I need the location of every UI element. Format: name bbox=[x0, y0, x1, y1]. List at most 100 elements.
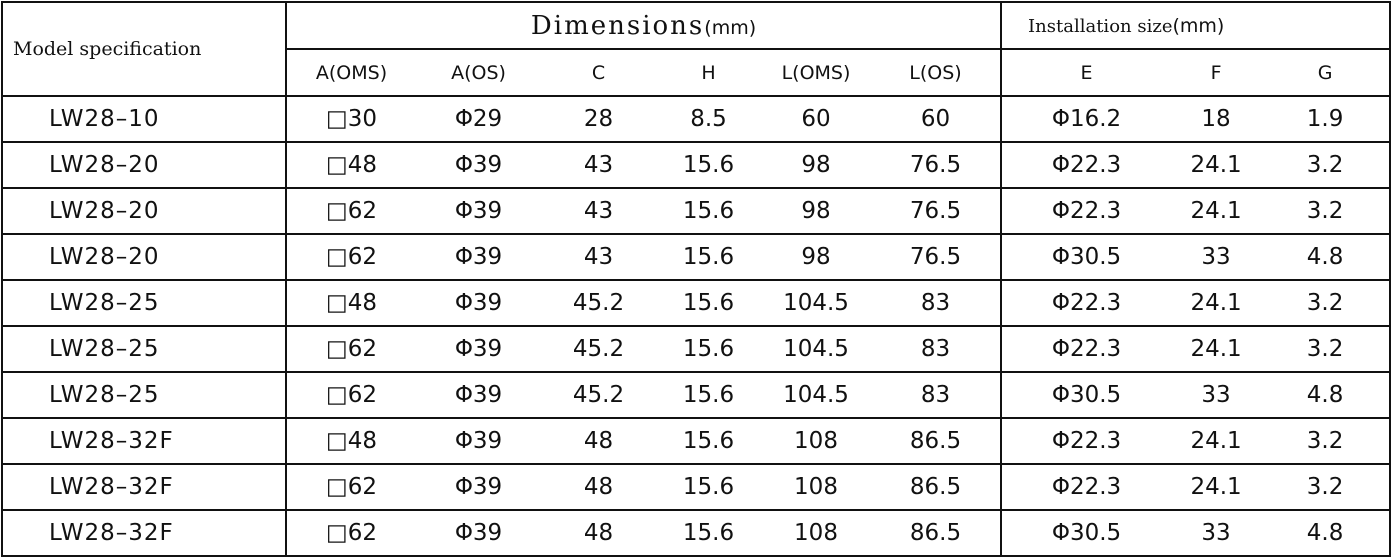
value-cell: 45.2 bbox=[541, 371, 656, 419]
value-cell: □48 bbox=[286, 141, 416, 189]
value-cell: 48 bbox=[541, 509, 656, 557]
value-cell: 15.6 bbox=[656, 417, 761, 465]
value-cell: 3.2 bbox=[1261, 187, 1392, 235]
value-cell: 86.5 bbox=[871, 509, 1003, 557]
value-cell: 24.1 bbox=[1171, 141, 1262, 189]
value-cell: 3.2 bbox=[1261, 325, 1392, 373]
value-cell: 76.5 bbox=[871, 187, 1003, 235]
value-cell: 108 bbox=[761, 463, 871, 511]
value-cell: 8.5 bbox=[656, 95, 761, 143]
value-cell: 76.5 bbox=[871, 233, 1003, 281]
value-cell: Φ30.5 bbox=[1001, 509, 1172, 557]
subheader-row: A(OMS) A(OS) C H L(OMS) L(OS) E F G bbox=[2, 48, 1392, 97]
column-header: L(OS) bbox=[871, 48, 1003, 97]
table-row: LW28–10 □30 Φ29 28 8.5 60 60 Φ16.2 18 1.9 bbox=[1, 95, 1392, 143]
value-cell: Φ22.3 bbox=[1001, 141, 1172, 189]
table-row: LW28–20 □48 Φ39 43 15.6 98 76.5 Φ22.3 24.1 3.2 bbox=[1, 141, 1392, 189]
dimensions-title: Dimensions bbox=[530, 10, 705, 41]
value-cell: □62 bbox=[286, 463, 416, 511]
value-cell: 86.5 bbox=[871, 463, 1003, 511]
value-cell: 45.2 bbox=[541, 279, 656, 327]
value-cell: Φ39 bbox=[416, 325, 541, 373]
value-cell: 98 bbox=[761, 187, 871, 235]
value-cell: 43 bbox=[541, 233, 656, 281]
value-cell: 24.1 bbox=[1171, 279, 1262, 327]
value-cell: 4.8 bbox=[1261, 509, 1392, 557]
value-cell: 98 bbox=[761, 233, 871, 281]
installation-unit: (mm) bbox=[1172, 14, 1225, 37]
value-cell: Φ39 bbox=[416, 463, 541, 511]
value-cell: Φ39 bbox=[416, 279, 541, 327]
table-row: LW28–32F □62 Φ39 48 15.6 108 86.5 Φ30.5 33 4.8 bbox=[1, 509, 1392, 557]
value-cell: 43 bbox=[541, 141, 656, 189]
value-cell: 108 bbox=[761, 417, 871, 465]
value-cell: 48 bbox=[541, 417, 656, 465]
value-cell: 15.6 bbox=[656, 509, 761, 557]
value-cell: 18 bbox=[1171, 95, 1262, 143]
value-cell: 3.2 bbox=[1261, 463, 1392, 511]
value-cell: 3.2 bbox=[1261, 417, 1392, 465]
value-cell: Φ39 bbox=[416, 417, 541, 465]
value-cell: 15.6 bbox=[656, 371, 761, 419]
column-header: H bbox=[656, 48, 761, 97]
value-cell: Φ39 bbox=[416, 141, 541, 189]
value-cell: 4.8 bbox=[1261, 371, 1392, 419]
value-cell: 48 bbox=[541, 463, 656, 511]
value-cell: 76.5 bbox=[871, 141, 1003, 189]
table-row: LW28–25 □48 Φ39 45.2 15.6 104.5 83 Φ22.3 24.1 3.2 bbox=[1, 279, 1392, 327]
model-cell: LW28–25 bbox=[1, 325, 287, 373]
model-cell: LW28–25 bbox=[1, 279, 287, 327]
column-header: A(OS) bbox=[416, 48, 541, 97]
column-header: G bbox=[1261, 48, 1392, 97]
model-cell: LW28–20 bbox=[1, 187, 287, 235]
column-header: L(OMS) bbox=[761, 48, 871, 97]
value-cell: 15.6 bbox=[656, 279, 761, 327]
header-row: Model specification Dimensions(mm) Insta… bbox=[1, 1, 1392, 97]
value-cell: 108 bbox=[761, 509, 871, 557]
model-cell: LW28–25 bbox=[1, 371, 287, 419]
model-header: Model specification bbox=[1, 1, 287, 97]
dimensions-unit: (mm) bbox=[704, 16, 757, 39]
value-cell: 33 bbox=[1171, 233, 1262, 281]
value-cell: □48 bbox=[286, 417, 416, 465]
column-header: F bbox=[1171, 48, 1262, 97]
table-row: LW28–32F □62 Φ39 48 15.6 108 86.5 Φ22.3 24.1 3.2 bbox=[1, 463, 1392, 511]
value-cell: Φ22.3 bbox=[1001, 187, 1172, 235]
value-cell: 24.1 bbox=[1171, 187, 1262, 235]
value-cell: □62 bbox=[286, 325, 416, 373]
value-cell: 3.2 bbox=[1261, 279, 1392, 327]
value-cell: Φ29 bbox=[416, 95, 541, 143]
table-row: LW28–20 □62 Φ39 43 15.6 98 76.5 Φ22.3 24.1 3.2 bbox=[1, 187, 1392, 235]
value-cell: 15.6 bbox=[656, 187, 761, 235]
installation-header: Installation size(mm) bbox=[1001, 1, 1392, 50]
value-cell: 15.6 bbox=[656, 325, 761, 373]
dimensions-header: Dimensions(mm) bbox=[286, 1, 1003, 50]
value-cell: Φ30.5 bbox=[1001, 371, 1172, 419]
value-cell: 104.5 bbox=[761, 325, 871, 373]
model-cell: LW28–20 bbox=[1, 141, 287, 189]
model-cell: LW28–32F bbox=[1, 509, 287, 557]
value-cell: 60 bbox=[871, 95, 1003, 143]
value-cell: 83 bbox=[871, 325, 1003, 373]
model-cell: LW28–32F bbox=[1, 463, 287, 511]
value-cell: Φ16.2 bbox=[1001, 95, 1172, 143]
value-cell: 83 bbox=[871, 371, 1003, 419]
model-cell: LW28–20 bbox=[1, 233, 287, 281]
value-cell: 98 bbox=[761, 141, 871, 189]
table-row: LW28–25 □62 Φ39 45.2 15.6 104.5 83 Φ30.5 33 4.8 bbox=[1, 371, 1392, 419]
value-cell: 15.6 bbox=[656, 141, 761, 189]
value-cell: □62 bbox=[286, 187, 416, 235]
value-cell: 15.6 bbox=[656, 463, 761, 511]
model-cell: LW28–32F bbox=[1, 417, 287, 465]
value-cell: 15.6 bbox=[656, 233, 761, 281]
value-cell: Φ30.5 bbox=[1001, 233, 1172, 281]
value-cell: 24.1 bbox=[1171, 463, 1262, 511]
value-cell: Φ22.3 bbox=[1001, 463, 1172, 511]
value-cell: 28 bbox=[541, 95, 656, 143]
value-cell: Φ39 bbox=[416, 187, 541, 235]
value-cell: Φ22.3 bbox=[1001, 325, 1172, 373]
value-cell: 43 bbox=[541, 187, 656, 235]
value-cell: Φ39 bbox=[416, 371, 541, 419]
value-cell: 45.2 bbox=[541, 325, 656, 373]
